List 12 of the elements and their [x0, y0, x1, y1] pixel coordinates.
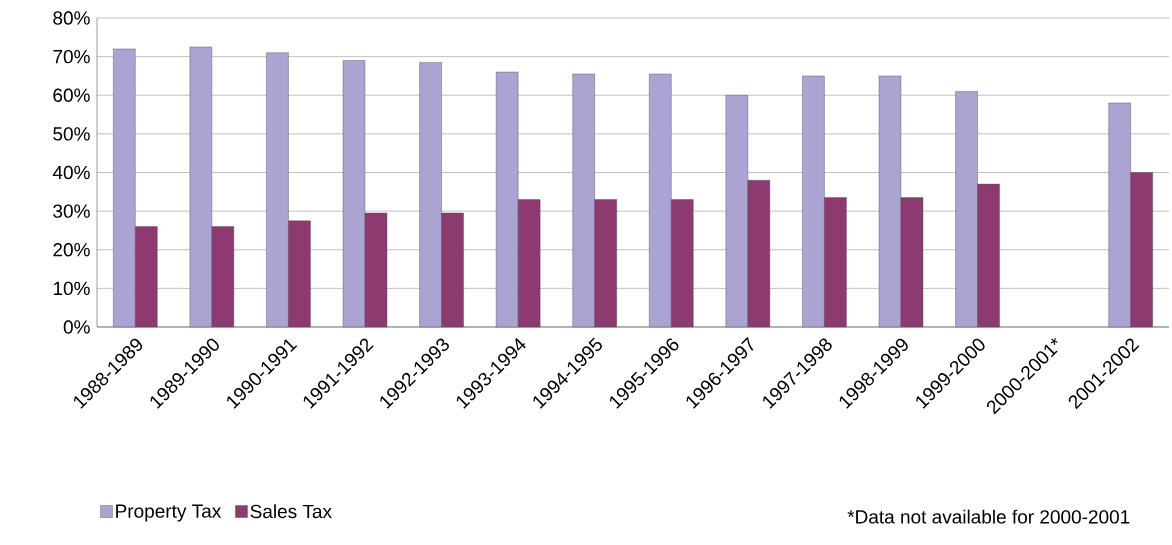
legend-label: Property Tax — [116, 504, 222, 522]
text: *Data not available for 2000-2001 — [847, 509, 1130, 524]
y-tick-label: 20% — [53, 243, 90, 257]
y-tick-label: 70% — [53, 49, 90, 64]
legend-label: Sales Tax — [250, 504, 332, 519]
y-tick-label: 60% — [53, 88, 90, 102]
y-tick-label: 80% — [53, 11, 90, 25]
y-tick-label: 50% — [53, 127, 90, 141]
y-tick-label: 30% — [53, 204, 90, 218]
y-tick-label: 0% — [63, 320, 90, 334]
y-tick-label: 40% — [52, 165, 90, 180]
y-tick-label: 10% — [53, 281, 90, 296]
